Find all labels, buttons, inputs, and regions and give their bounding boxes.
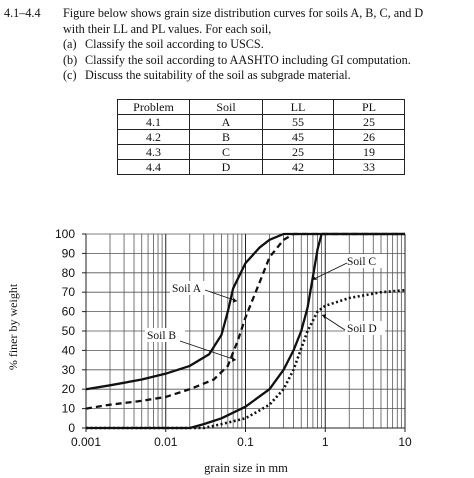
cell-soil: C xyxy=(189,144,263,160)
cell-soil: B xyxy=(189,129,263,145)
annotation-leader xyxy=(311,262,348,281)
soil-b-curve xyxy=(85,232,405,410)
annotation-bg xyxy=(345,321,385,335)
x-tick-label: 0.1 xyxy=(237,435,254,449)
y-tick-label: 100 xyxy=(55,227,75,241)
chart-annotations: Soil A Soil B Soil C Soil D xyxy=(145,254,385,362)
y-tick-label: 40 xyxy=(62,343,76,357)
x-axis-label: grain size in mm xyxy=(204,461,288,475)
item-label: (b) xyxy=(63,52,78,67)
x-tick-label: 1 xyxy=(322,435,329,449)
table-row: 4.1 A 55 25 xyxy=(117,114,405,130)
cell-problem: 4.1 xyxy=(117,114,190,130)
chart-series xyxy=(85,232,406,430)
problem-body: Figure below shows grain size distributi… xyxy=(63,6,468,84)
cell-soil: D xyxy=(189,159,263,175)
y-tick-label: 50 xyxy=(62,324,76,338)
annotation-label: Soil D xyxy=(347,323,377,335)
header-pl: PL xyxy=(333,99,405,115)
problem-item: (a) Classify the soil according to USCS. xyxy=(63,37,468,53)
annotation-bg xyxy=(170,281,210,295)
x-tick-label: 0.01 xyxy=(154,435,178,449)
annotation-bg xyxy=(345,254,385,268)
soil-d-curve xyxy=(86,288,406,430)
x-tick-label: 10 xyxy=(398,435,412,449)
cell-ll: 25 xyxy=(262,144,334,160)
y-tick-label: 10 xyxy=(62,402,76,416)
cell-ll: 45 xyxy=(262,129,334,145)
cell-pl: 26 xyxy=(333,129,405,145)
item-label: (c) xyxy=(63,68,77,82)
item-text: Classify the soil according to AASHTO in… xyxy=(85,52,411,67)
cell-pl: 19 xyxy=(333,144,405,160)
problem-intro-line-2: with their LL and PL values. For each so… xyxy=(63,21,272,36)
annotation-arrowhead xyxy=(312,275,318,280)
cell-problem: 4.3 xyxy=(117,144,190,160)
y-tick-label: 70 xyxy=(62,285,76,299)
annotation-label: Soil A xyxy=(172,283,202,295)
x-tick-label: 0.001 xyxy=(71,435,101,449)
header-problem: Problem xyxy=(117,99,190,115)
item-label: (a) xyxy=(63,37,77,51)
y-tick-label: 0 xyxy=(68,421,75,435)
problem-item: (c) Discuss the suitability of the soil … xyxy=(63,68,468,84)
y-tick-label: 20 xyxy=(62,382,76,396)
item-text: Classify the soil according to USCS. xyxy=(85,37,264,51)
table-header-row: Problem Soil LL PL xyxy=(117,99,405,115)
annotation-label: Soil C xyxy=(347,256,376,268)
cell-problem: 4.4 xyxy=(117,159,190,175)
annotation-leader xyxy=(204,289,238,302)
cell-ll: 55 xyxy=(262,114,334,130)
problem-number: 4.1–4.4 xyxy=(4,6,41,20)
annotation-leader xyxy=(179,340,237,361)
soil-properties-table: Problem Soil LL PL 4.1 A 55 25 4.2 B 45 … xyxy=(117,99,405,175)
y-tick-label: 60 xyxy=(62,305,76,319)
item-text: Discuss the suitability of the soil as s… xyxy=(85,68,351,82)
cell-ll: 42 xyxy=(262,159,334,175)
y-tick-label: 80 xyxy=(62,266,76,280)
table-row: 4.4 D 42 33 xyxy=(117,159,405,175)
y-axis-label: % finer by weight xyxy=(6,283,20,370)
annotation-arrowhead xyxy=(231,356,236,362)
cell-pl: 25 xyxy=(333,114,405,130)
cell-problem: 4.2 xyxy=(117,129,190,145)
annotation-arrowhead xyxy=(232,297,237,303)
annotation-label: Soil B xyxy=(147,330,176,342)
annotation-leader xyxy=(321,314,346,331)
header-ll: LL xyxy=(262,99,334,115)
y-tick-label: 90 xyxy=(62,246,76,260)
table-row: 4.2 B 45 26 xyxy=(117,129,405,145)
annotation-arrowhead xyxy=(322,314,327,320)
table-row: 4.3 C 25 19 xyxy=(117,144,405,160)
cell-soil: A xyxy=(189,114,263,130)
problem-intro-line-1: Figure below shows grain size distributi… xyxy=(63,6,424,20)
soil-a-curve xyxy=(85,232,405,391)
soil-c-curve xyxy=(86,232,405,430)
y-tick-label: 30 xyxy=(62,363,76,377)
problem-item: (b) Classify the soil according to AASHT… xyxy=(63,53,468,69)
annotation-bg xyxy=(145,328,185,342)
header-soil: Soil xyxy=(189,99,263,115)
cell-pl: 33 xyxy=(333,159,405,175)
